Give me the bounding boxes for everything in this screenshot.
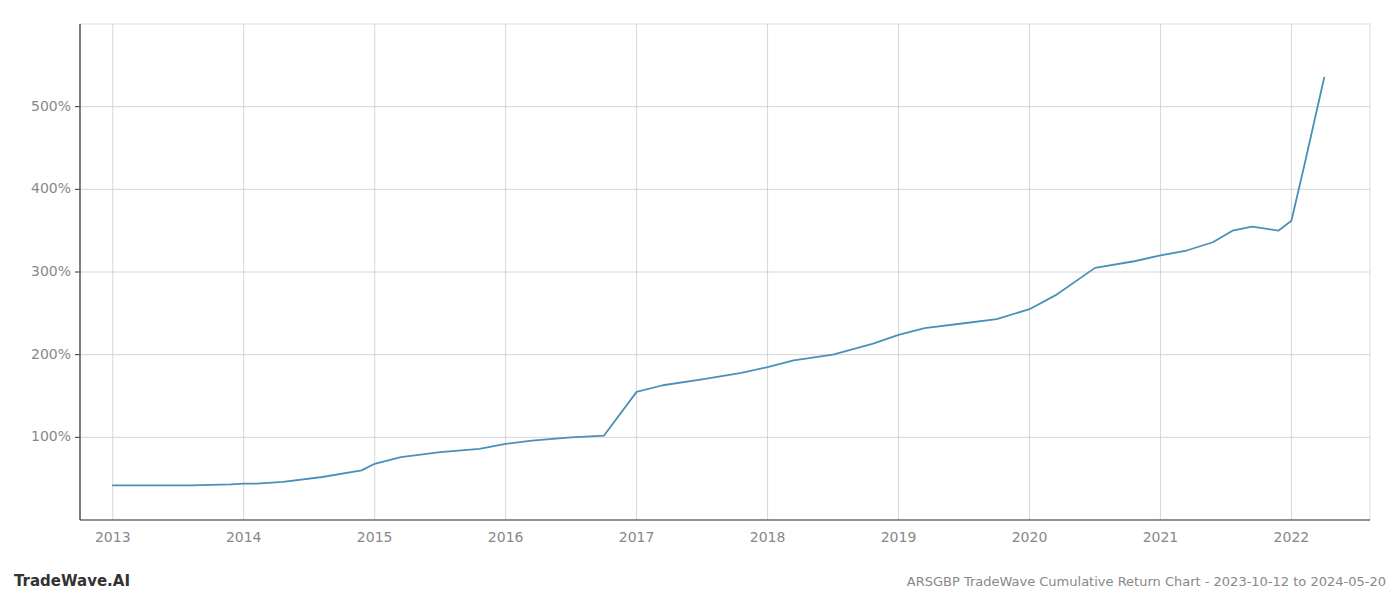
background	[0, 0, 1400, 600]
tick-label: 2021	[1143, 529, 1179, 545]
texts: TradeWave.AI ARSGBP TradeWave Cumulative …	[14, 572, 1386, 590]
watermark: TradeWave.AI	[14, 572, 130, 590]
tick-mark	[75, 272, 80, 273]
tick-label: 2019	[881, 529, 917, 545]
tick-label: 2017	[619, 529, 655, 545]
grid-line	[505, 24, 506, 520]
axes: 100% 200% 300% 400% 500% 2013 2014 2015 2016 2017…	[31, 24, 1370, 545]
grid-line	[80, 437, 1370, 438]
grid-line	[374, 24, 375, 520]
tick-mark	[75, 354, 80, 355]
tick-label: 500%	[31, 98, 71, 114]
grid-line	[1029, 24, 1030, 520]
grid	[80, 24, 1370, 520]
grid-line	[112, 24, 113, 520]
grid-line	[1160, 24, 1161, 520]
grid-line	[636, 24, 637, 520]
grid-line	[80, 189, 1370, 190]
tick-label: 2013	[95, 529, 131, 545]
tick-label: 2016	[488, 529, 524, 545]
grid-line	[80, 354, 1370, 355]
tick-mark	[75, 189, 80, 190]
tick-label: 2020	[1012, 529, 1048, 545]
title: ARSGBP TradeWave Cumulative Return Chart…	[907, 574, 1386, 589]
tick-mark	[75, 106, 80, 107]
tick-label: 2022	[1274, 529, 1310, 545]
chart: 100% 200% 300% 400% 500% 2013 2014 2015 2016 2017…	[0, 0, 1400, 600]
tick-mark	[75, 437, 80, 438]
tick-label: 2014	[226, 529, 262, 545]
grid-line	[767, 24, 768, 520]
grid-line	[1291, 24, 1292, 520]
tick-label: 2015	[357, 529, 393, 545]
y-axis	[79, 24, 80, 520]
x-axis	[80, 519, 1370, 520]
grid-line	[898, 24, 899, 520]
tick-label: 2018	[750, 529, 786, 545]
tick-label: 100%	[31, 428, 71, 444]
plot-frame	[80, 24, 1370, 520]
data	[113, 78, 1324, 486]
grid-line	[80, 106, 1370, 107]
grid-line	[243, 24, 244, 520]
tick-label: 400%	[31, 180, 71, 196]
line	[113, 78, 1324, 486]
grid-line	[80, 272, 1370, 273]
tick-label: 300%	[31, 263, 71, 279]
tick-label: 200%	[31, 346, 71, 362]
